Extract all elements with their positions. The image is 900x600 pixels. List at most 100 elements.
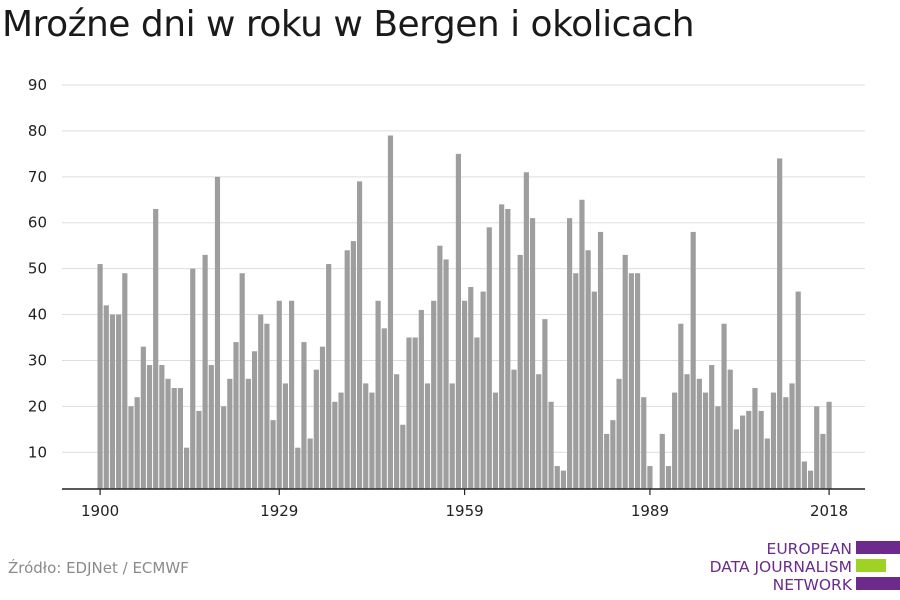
bar xyxy=(678,323,684,489)
bar xyxy=(665,466,672,489)
bar xyxy=(227,378,233,489)
bar xyxy=(628,273,634,489)
bar xyxy=(746,410,752,489)
bar xyxy=(183,447,190,489)
bar xyxy=(202,254,208,489)
bar xyxy=(740,415,746,489)
bar xyxy=(702,392,709,489)
bar xyxy=(826,401,832,489)
logo-line-1: EUROPEAN xyxy=(766,540,852,558)
bar xyxy=(715,406,721,489)
bar xyxy=(387,135,394,489)
bar xyxy=(134,397,140,489)
bar xyxy=(696,378,702,489)
x-axis: 1900 1929 1959 1989 2018 xyxy=(62,488,865,520)
bar xyxy=(659,433,665,489)
bar xyxy=(492,392,499,489)
bar xyxy=(616,378,622,489)
bar xyxy=(789,383,795,489)
bar xyxy=(597,231,604,489)
bar xyxy=(468,287,474,489)
bar xyxy=(307,438,313,489)
bar xyxy=(233,342,239,489)
x-tick-label: 1900 xyxy=(81,502,119,520)
bar xyxy=(424,383,431,489)
bar xyxy=(455,153,461,489)
bar xyxy=(758,410,764,489)
bar xyxy=(548,401,554,489)
bar xyxy=(344,250,350,489)
bar xyxy=(128,406,134,489)
bar xyxy=(517,254,523,489)
y-tick-label: 30 xyxy=(28,351,47,369)
bar xyxy=(560,470,567,489)
bar xyxy=(165,378,171,489)
logo-bar-green xyxy=(856,559,886,572)
bar xyxy=(591,291,597,489)
x-tick-label: 1929 xyxy=(260,502,298,520)
bar xyxy=(264,323,270,489)
y-tick-label: 80 xyxy=(28,122,47,140)
bars xyxy=(97,135,832,490)
bar xyxy=(282,383,289,489)
bar xyxy=(727,369,733,489)
bar xyxy=(604,433,610,489)
bar xyxy=(412,337,418,489)
bar xyxy=(116,314,122,489)
bar xyxy=(400,424,406,489)
bar xyxy=(251,351,258,489)
bar xyxy=(437,245,443,489)
y-tick-label: 60 xyxy=(28,214,47,232)
bar xyxy=(326,264,332,489)
y-tick-label: 20 xyxy=(28,397,47,415)
bar xyxy=(208,365,214,489)
bar xyxy=(270,420,276,489)
bar xyxy=(443,259,449,489)
bar xyxy=(814,406,820,489)
bar xyxy=(381,328,387,489)
bar xyxy=(363,383,369,489)
chart-title: Mroźne dni w roku w Bergen i okolicach xyxy=(2,4,695,45)
bar xyxy=(529,218,536,490)
bar xyxy=(258,314,264,489)
bar xyxy=(486,227,492,489)
bar xyxy=(153,208,159,490)
y-tick-label: 10 xyxy=(28,443,47,461)
bar xyxy=(122,273,128,489)
bar xyxy=(177,388,183,489)
bar xyxy=(338,392,344,489)
bar xyxy=(171,388,177,489)
bar xyxy=(289,300,295,489)
bar xyxy=(752,388,758,489)
bar xyxy=(431,300,437,489)
bar xyxy=(418,309,424,489)
bar xyxy=(684,374,690,489)
bar xyxy=(462,300,468,489)
bar xyxy=(721,323,727,489)
bar xyxy=(313,369,319,489)
bar xyxy=(690,231,696,489)
bar xyxy=(196,410,202,489)
bar xyxy=(394,374,400,489)
bar xyxy=(777,158,783,490)
x-tick-label: 1989 xyxy=(631,502,669,520)
bar xyxy=(245,378,251,489)
y-tick-label: 50 xyxy=(28,260,47,278)
y-tick-label: 70 xyxy=(28,168,47,186)
bar xyxy=(239,273,245,489)
bar xyxy=(764,438,770,489)
logo-bar-purple-top xyxy=(856,541,900,554)
edjnet-logo: EUROPEAN DATA JOURNALISM NETWORK xyxy=(680,540,900,596)
bar xyxy=(567,218,573,490)
bar xyxy=(449,383,455,489)
bar xyxy=(474,337,480,489)
bar xyxy=(159,365,165,489)
bar xyxy=(807,470,814,489)
bar xyxy=(733,429,740,489)
bar xyxy=(295,447,301,489)
bar xyxy=(820,433,826,489)
x-tick-label: 2018 xyxy=(810,502,848,520)
bar xyxy=(795,291,801,489)
y-tick-label: 40 xyxy=(28,306,47,324)
